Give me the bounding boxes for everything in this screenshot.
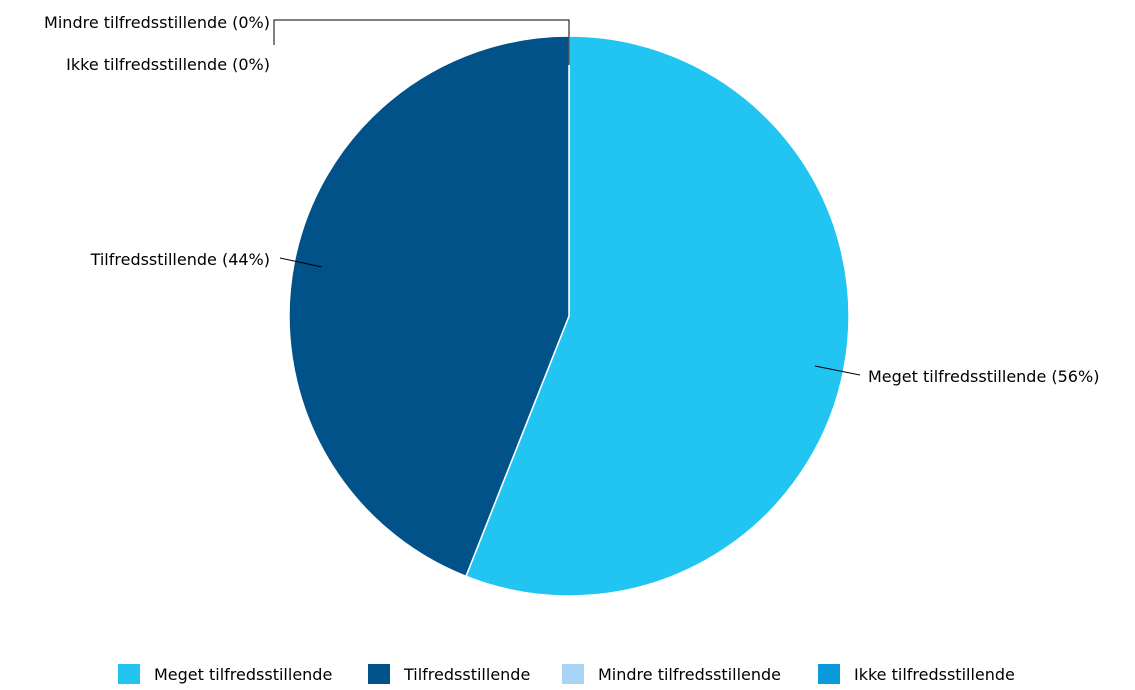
pie-chart: Mindre tilfredsstillende (0%) Ikke tilfr… (44, 13, 1099, 597)
legend-label-meget: Meget tilfredsstillende (154, 664, 333, 684)
pie-slices (288, 35, 850, 597)
legend-item-ikke[interactable]: Ikke tilfredsstillende (818, 664, 1015, 684)
pie-slice-meget-tilfredsstillende[interactable] (464, 35, 850, 597)
leader-line-mindre (273, 19, 570, 65)
pie-slice-tilfredsstillende[interactable] (288, 35, 570, 578)
legend-swatch-mindre (562, 664, 584, 684)
legend-swatch-meget (118, 664, 140, 684)
leader-lines (273, 19, 861, 376)
legend-swatch-ikke (818, 664, 840, 684)
legend-item-mindre[interactable]: Mindre tilfredsstillende (562, 664, 781, 684)
slice-labels: Mindre tilfredsstillende (0%) Ikke tilfr… (44, 13, 1099, 386)
slice-label-tilfredsstillende: Tilfredsstillende (44%) (90, 250, 270, 269)
legend-label-tilfredsstillende: Tilfredsstillende (404, 664, 531, 684)
legend-label-ikke: Ikke tilfredsstillende (854, 664, 1015, 684)
legend-item-meget[interactable]: Meget tilfredsstillende (118, 664, 332, 684)
legend-item-tilfredsstillende[interactable]: Tilfredsstillende (368, 664, 530, 684)
legend-swatch-tilfredsstillende (368, 664, 390, 684)
slice-label-mindre: Mindre tilfredsstillende (0%) (44, 13, 270, 32)
leader-line-meget (814, 365, 861, 376)
slice-label-meget: Meget tilfredsstillende (56%) (868, 367, 1099, 386)
legend-label-mindre: Mindre tilfredsstillende (598, 664, 781, 684)
slice-label-ikke: Ikke tilfredsstillende (0%) (66, 55, 270, 74)
leader-line-tilfredsstillende (279, 257, 323, 268)
legend: Meget tilfredsstillende Tilfredsstillend… (0, 664, 1135, 690)
